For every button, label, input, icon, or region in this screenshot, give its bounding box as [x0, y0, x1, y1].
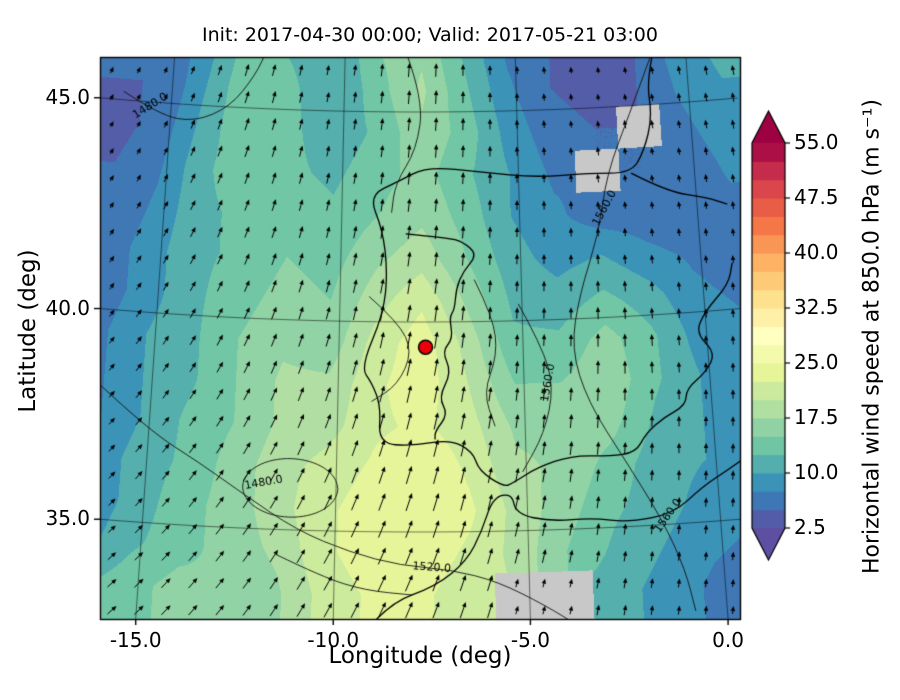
y-axis-label: Latitude (deg) [15, 249, 41, 413]
y-tick-label: 45.0 [45, 84, 90, 109]
x-tick-label: -5.0 [510, 628, 550, 652]
plot-title: Init: 2017-04-30 00:00; Valid: 2017-05-2… [202, 24, 658, 46]
colorbar-tick-label: 17.5 [794, 405, 839, 429]
colorbar-label: Horizontal wind speed at 850.0 hPa (m s⁻… [859, 98, 885, 575]
y-tick-label: 35.0 [45, 506, 90, 531]
colorbar-tick-label: 47.5 [794, 185, 839, 209]
colorbar-tick-label: 25.0 [794, 350, 839, 374]
x-tick-label: -10.0 [307, 628, 360, 652]
colorbar-tick-label: 55.0 [794, 130, 839, 154]
colorbar-tick-label: 10.0 [794, 460, 839, 484]
y-tick-label: 40.0 [45, 295, 90, 320]
x-tick-label: -15.0 [109, 628, 162, 652]
colorbar-tick-label: 32.5 [794, 295, 839, 319]
colorbar-tick-label: 40.0 [794, 240, 839, 264]
colorbar-tick-label: 2.5 [794, 515, 826, 539]
x-axis-label: Longitude (deg) [328, 643, 512, 669]
x-tick-label: 0.0 [712, 628, 744, 652]
